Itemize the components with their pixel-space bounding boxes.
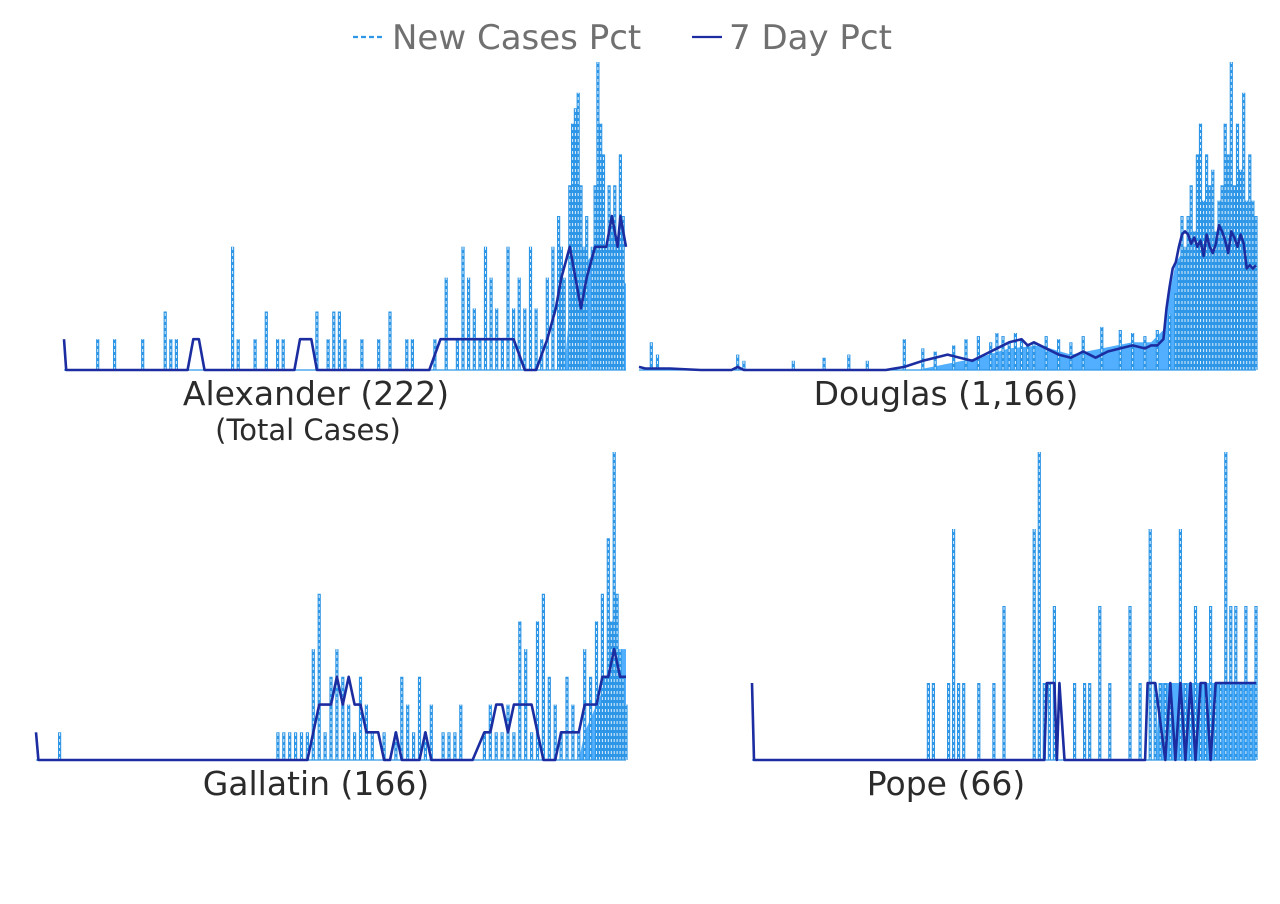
panel-2: Gallatin (166)	[34, 452, 628, 803]
area-fill	[639, 253, 1256, 370]
panel-title: Douglas (1,166)	[814, 374, 1079, 413]
legend-label-new_cases: New Cases Pct	[392, 18, 641, 58]
panel-subtitle: (Total Cases)	[215, 413, 401, 447]
legend-label-seven_day: 7 Day Pct	[729, 18, 892, 58]
seven-day-line	[638, 223, 1257, 372]
seven-day-line	[750, 681, 1256, 762]
panel-3: Pope (66)	[750, 452, 1258, 803]
panel-title: Pope (66)	[867, 764, 1025, 803]
legend: New Cases Pct 7 Day Pct	[353, 18, 892, 58]
panel-1: Douglas (1,166)	[638, 62, 1258, 413]
panel-title: Gallatin (166)	[203, 764, 430, 803]
panel-title: Alexander (222)	[183, 374, 449, 413]
seven-day-line	[62, 214, 628, 372]
seven-day-line	[34, 647, 626, 762]
panel-0: Alexander (222)(Total Cases)	[62, 62, 628, 447]
